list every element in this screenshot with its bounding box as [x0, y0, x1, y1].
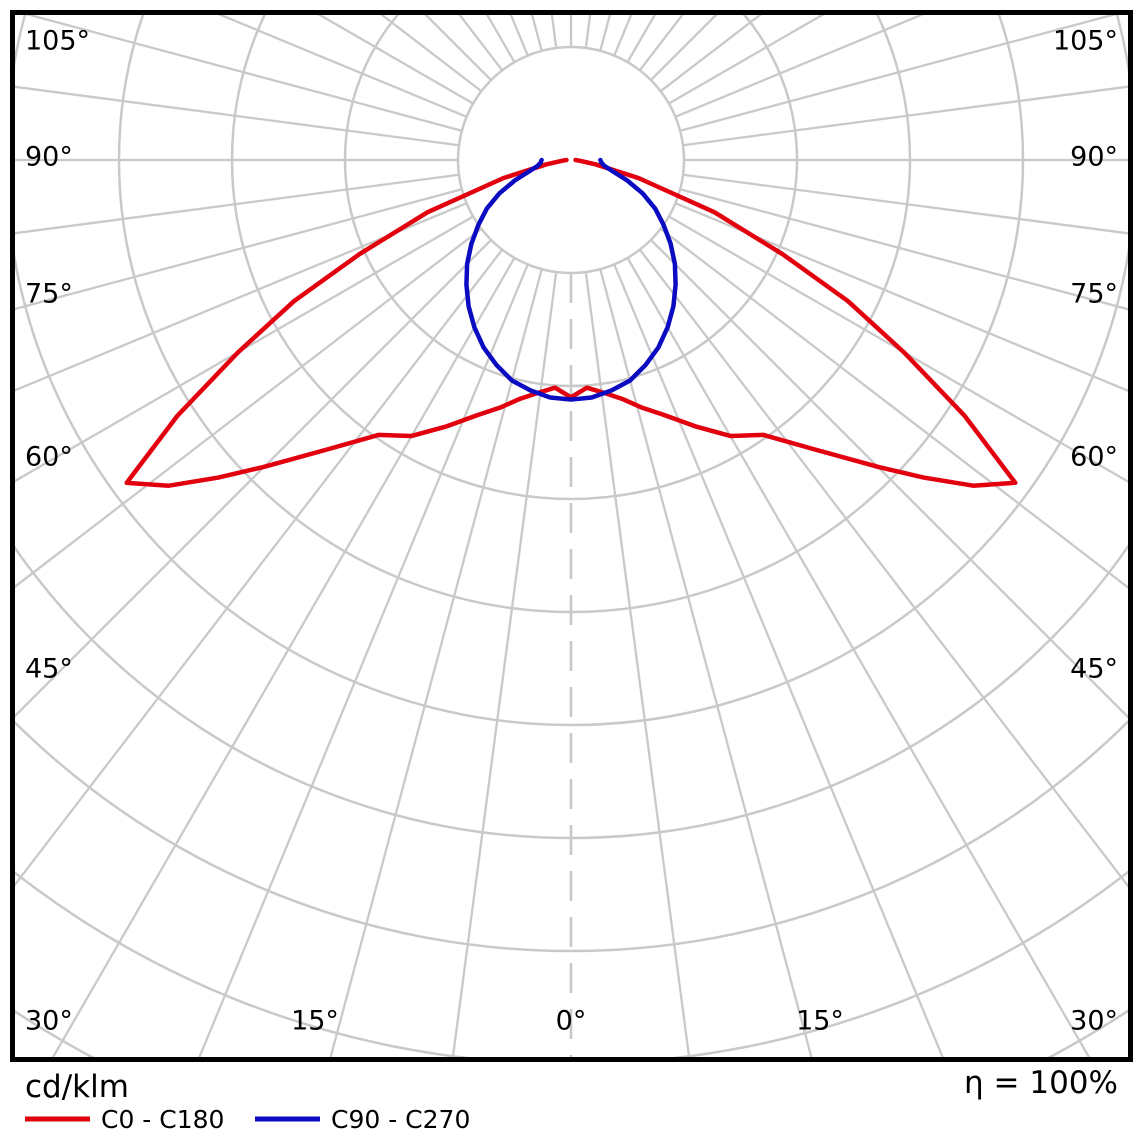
- grid-radial: [682, 173, 1128, 235]
- grid-radial: [679, 15, 1117, 132]
- grid-radial: [198, 263, 529, 1057]
- angle-label: 75°: [25, 279, 73, 310]
- angle-label: 75°: [1070, 279, 1118, 310]
- grid-ring: [15, 15, 1128, 727]
- grid-radial: [613, 263, 944, 1057]
- legend-label-c0-c180: C0 - C180: [101, 1105, 224, 1134]
- angle-label: 30°: [25, 1006, 73, 1037]
- grid-ring: [456, 45, 686, 275]
- angle-label: 60°: [1070, 442, 1118, 473]
- grid-radial: [599, 268, 813, 1057]
- grid-radial: [674, 202, 1128, 392]
- chart-footer: cd/klm η = 100% C0 - C180 C90 - C270: [25, 1065, 1118, 1134]
- grid-radial: [668, 215, 1128, 483]
- units-label: cd/klm: [25, 1069, 129, 1105]
- angle-label: 0°: [556, 1006, 587, 1037]
- grid-radial: [15, 227, 483, 589]
- legend-label-c90-c270: C90 - C270: [331, 1105, 470, 1134]
- grid-radial: [584, 271, 691, 1057]
- intensity-curves: [124, 157, 1018, 488]
- angle-label: 45°: [25, 654, 73, 685]
- grid-radial: [15, 85, 460, 147]
- angle-label: 60°: [25, 442, 73, 473]
- grid-radial: [659, 227, 1128, 589]
- angle-label: 90°: [1070, 142, 1118, 173]
- angle-label: 15°: [796, 1006, 844, 1037]
- grid-radial: [674, 15, 925, 118]
- grid-radial: [15, 215, 474, 483]
- grid-radial: [25, 15, 463, 132]
- plot-frame: [10, 10, 1133, 1062]
- grid-radial: [217, 15, 468, 118]
- grid-radial: [329, 268, 543, 1057]
- grid-radial: [15, 202, 468, 392]
- grid-radial: [15, 248, 504, 887]
- efficiency-label: η = 100%: [964, 1065, 1118, 1101]
- grid-radial: [530, 15, 543, 52]
- angle-label: 90°: [25, 142, 73, 173]
- angle-label: 30°: [1070, 1006, 1118, 1037]
- grid-radial: [638, 248, 1128, 888]
- grid-radial: [51, 257, 516, 1057]
- angle-label: 105°: [25, 26, 90, 57]
- curve-C90-C270: [464, 157, 678, 402]
- grid-radial: [679, 188, 1128, 311]
- angle-label: 15°: [291, 1006, 339, 1037]
- angle-label: 45°: [1070, 654, 1118, 685]
- grid-radial: [451, 271, 558, 1057]
- grid-radial: [15, 239, 492, 718]
- grid-radial: [626, 257, 1091, 1057]
- angle-label: 105°: [1053, 26, 1118, 57]
- grid-radial: [650, 239, 1128, 719]
- grid-ring: [15, 719, 1128, 953]
- grid-radial: [15, 188, 463, 311]
- grid-radial: [15, 173, 460, 235]
- angle-labels: 105° 90° 75° 60° 45° 30° 105° 90° 75° 60° 45° 30° 15…: [25, 26, 1118, 1037]
- grid-radial: [599, 15, 612, 52]
- grid-radial: [682, 85, 1128, 147]
